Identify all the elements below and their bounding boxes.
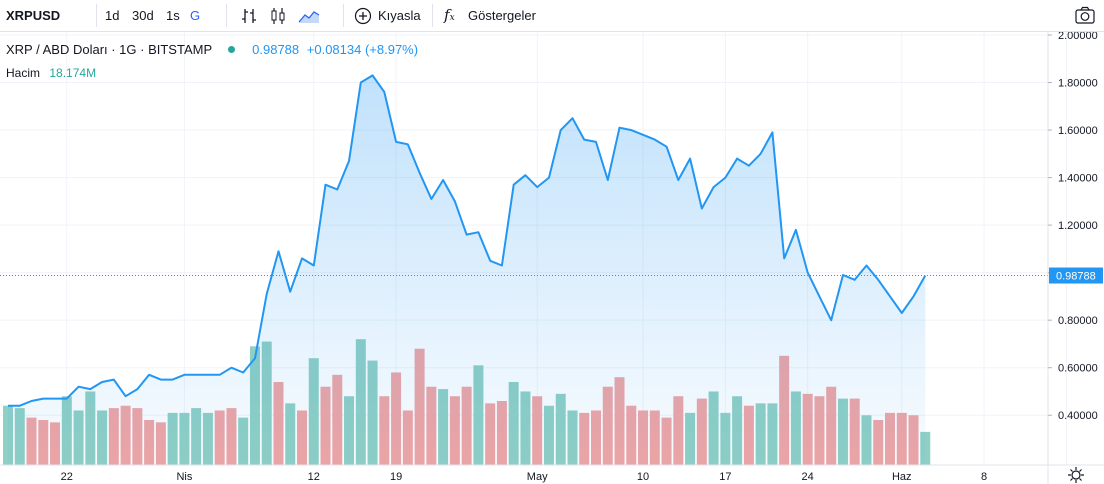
interval-30d[interactable]: 30d — [132, 8, 154, 23]
interval-1s[interactable]: 1s — [166, 8, 180, 23]
x-tick-label: 10 — [637, 471, 649, 483]
y-tick-label: 1.20000 — [1058, 220, 1098, 232]
x-tick-label: 12 — [308, 471, 320, 483]
price-axis[interactable]: 2.000001.800001.600001.400001.200001.000… — [1048, 32, 1098, 422]
interval-g[interactable]: G — [190, 8, 201, 23]
x-tick-label: 17 — [719, 471, 731, 483]
x-tick-label: 8 — [981, 471, 987, 483]
interval-1d[interactable]: 1d — [105, 8, 120, 23]
time-axis-settings-icon[interactable] — [1068, 467, 1084, 483]
camera-icon[interactable] — [1074, 5, 1096, 25]
indicators-button[interactable]: Göstergeler — [468, 8, 536, 23]
top-toolbar: XRPUSD 1d 30d 1s G Kıyasla fx Göstergele… — [0, 0, 1104, 32]
y-tick-label: 2.00000 — [1058, 32, 1098, 42]
bar-chart-icon[interactable] — [240, 7, 258, 25]
plus-circle-icon[interactable] — [354, 7, 372, 25]
x-tick-label: Haz — [892, 471, 912, 483]
toolbar-divider — [96, 4, 97, 27]
candlestick-icon[interactable] — [269, 7, 287, 25]
market-status-dot — [227, 46, 235, 53]
y-tick-label: 0.40000 — [1058, 410, 1098, 422]
y-tick-label: 0.60000 — [1058, 363, 1098, 375]
volume-label: Hacim — [6, 66, 41, 80]
time-axis[interactable]: 1522Nis1219May101724Haz8 — [0, 471, 987, 483]
legend-change: +0.08134 (+8.97%) — [306, 42, 419, 57]
volume-legend: Hacim 18.174M — [6, 66, 96, 80]
x-tick-label: 19 — [390, 471, 402, 483]
compare-button[interactable]: Kıyasla — [378, 8, 421, 23]
legend-price: 0.98788 — [252, 42, 300, 57]
x-tick-label: 22 — [61, 471, 73, 483]
y-tick-label: 1.80000 — [1058, 78, 1098, 90]
y-tick-label: 1.40000 — [1058, 173, 1098, 185]
fx-icon[interactable]: fx — [444, 6, 455, 24]
chart-legend: XRP / ABD Doları · 1G · BITSTAMP 0.98788… — [6, 42, 418, 57]
last-price-badge: 0.98788 — [1049, 267, 1103, 284]
price-line — [8, 74, 927, 407]
x-tick-label: May — [527, 471, 548, 483]
x-tick-label: Nis — [176, 471, 192, 483]
toolbar-divider — [226, 4, 227, 27]
area-chart-icon[interactable] — [298, 7, 320, 25]
symbol-search[interactable]: XRPUSD — [6, 8, 61, 23]
price-chart[interactable]: 2.000001.800001.600001.400001.200001.000… — [0, 32, 1104, 484]
legend-title: XRP / ABD Doları · 1G · BITSTAMP — [6, 42, 212, 57]
toolbar-divider — [432, 4, 433, 27]
volume-value: 18.174M — [49, 66, 97, 80]
last-price-label: 0.98788 — [1056, 271, 1096, 283]
price-area — [8, 75, 926, 466]
toolbar-divider — [343, 4, 344, 27]
y-tick-label: 1.60000 — [1058, 125, 1098, 137]
x-tick-label: 24 — [802, 471, 814, 483]
y-tick-label: 0.80000 — [1058, 315, 1098, 327]
